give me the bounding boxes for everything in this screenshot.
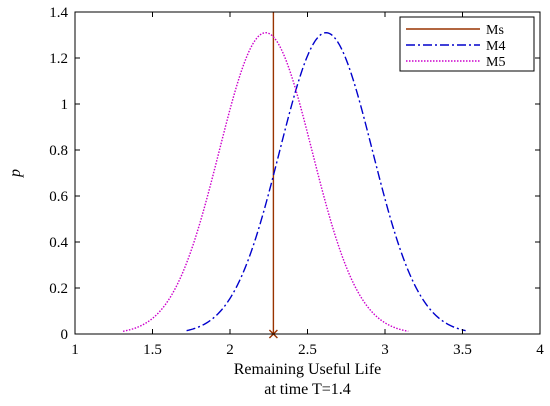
y-tick-label: 1.4 bbox=[49, 5, 68, 21]
y-tick-label: 0.8 bbox=[49, 143, 68, 159]
x-tick-label: 3.5 bbox=[453, 342, 472, 358]
x-tick-label: 2.5 bbox=[298, 342, 317, 358]
y-tick-label: 0.2 bbox=[49, 281, 68, 297]
y-tick-label: 1.2 bbox=[49, 51, 68, 67]
legend-label-m5: M5 bbox=[486, 55, 505, 70]
legend-label-m4: M4 bbox=[486, 39, 505, 54]
series-m5-line bbox=[122, 31, 409, 332]
ticks-layer: 1 1.5 2 2.5 3 3.5 4 0 0.2 0.4 0.6 0.8 1 1.2 1.4 bbox=[49, 5, 544, 358]
x-tick-label: 1 bbox=[71, 342, 79, 358]
y-tick-label: 0.6 bbox=[49, 189, 68, 205]
x-tick-label: 4 bbox=[536, 342, 544, 358]
y-tick-label: 0 bbox=[61, 327, 69, 343]
y-tick-label: 1 bbox=[61, 97, 69, 113]
x-tick-label: 3 bbox=[381, 342, 389, 358]
legend-label-ms: Ms bbox=[486, 23, 504, 38]
x-axis-label: Remaining Useful Life bbox=[234, 361, 382, 378]
y-axis-label: p bbox=[7, 169, 24, 178]
x-tick-label: 1.5 bbox=[143, 342, 162, 358]
y-tick-label: 0.4 bbox=[49, 235, 68, 251]
legend-box bbox=[399, 16, 535, 72]
series-m4-line bbox=[186, 31, 466, 332]
x-axis-label-line2: at time T=1.4 bbox=[264, 381, 351, 398]
x-tick-label: 2 bbox=[226, 342, 234, 358]
